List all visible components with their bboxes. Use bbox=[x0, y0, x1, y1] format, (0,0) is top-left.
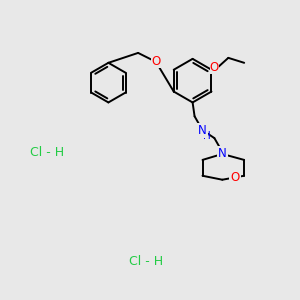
Text: O: O bbox=[231, 171, 240, 184]
Text: O: O bbox=[151, 55, 160, 68]
Text: O: O bbox=[210, 61, 219, 74]
Text: H: H bbox=[203, 131, 211, 141]
Text: N: N bbox=[218, 148, 227, 160]
Text: N: N bbox=[198, 124, 207, 137]
Text: Cl - H: Cl - H bbox=[129, 255, 163, 268]
Text: Cl - H: Cl - H bbox=[30, 146, 64, 160]
